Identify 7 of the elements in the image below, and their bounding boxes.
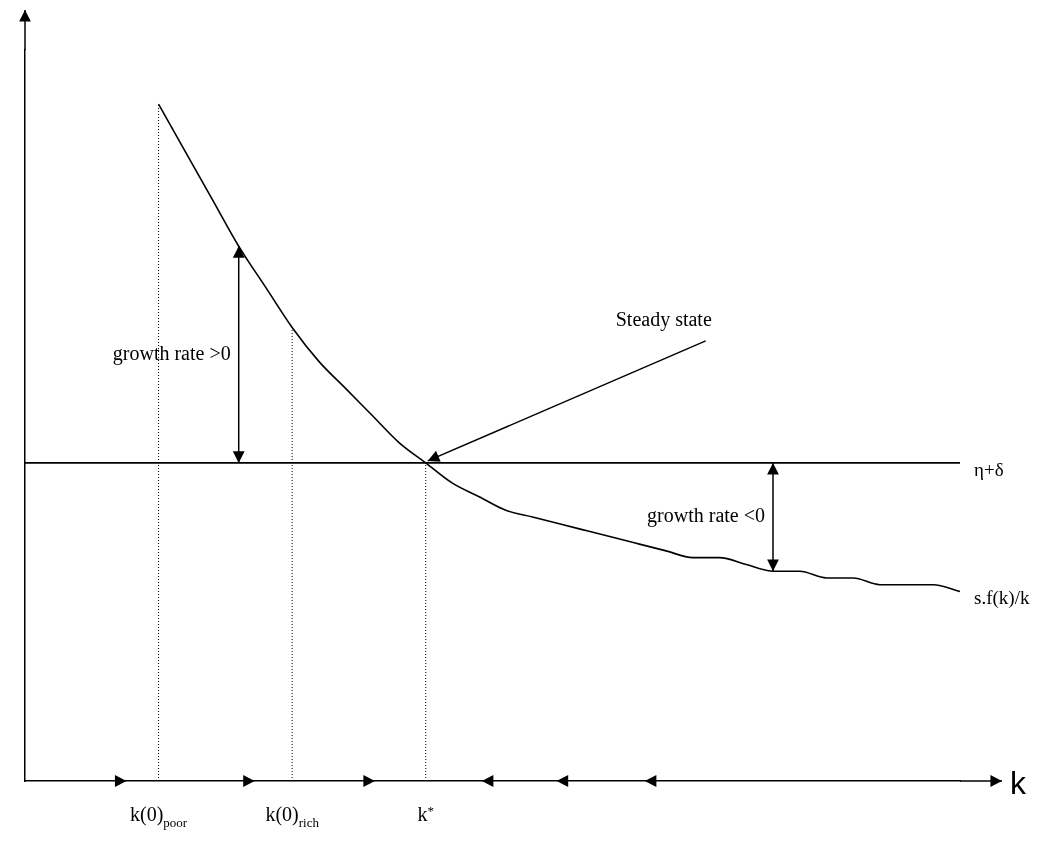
annotation: growth rate <0 xyxy=(647,504,765,528)
series-label: η+δ xyxy=(974,458,1004,480)
annotation: Steady state xyxy=(615,308,712,332)
annotation: growth rate >0 xyxy=(112,341,231,365)
x-axis-title: k xyxy=(1010,764,1027,801)
x-tick-label: k* xyxy=(417,803,434,825)
series-label: s.f(k)/k xyxy=(974,587,1030,610)
